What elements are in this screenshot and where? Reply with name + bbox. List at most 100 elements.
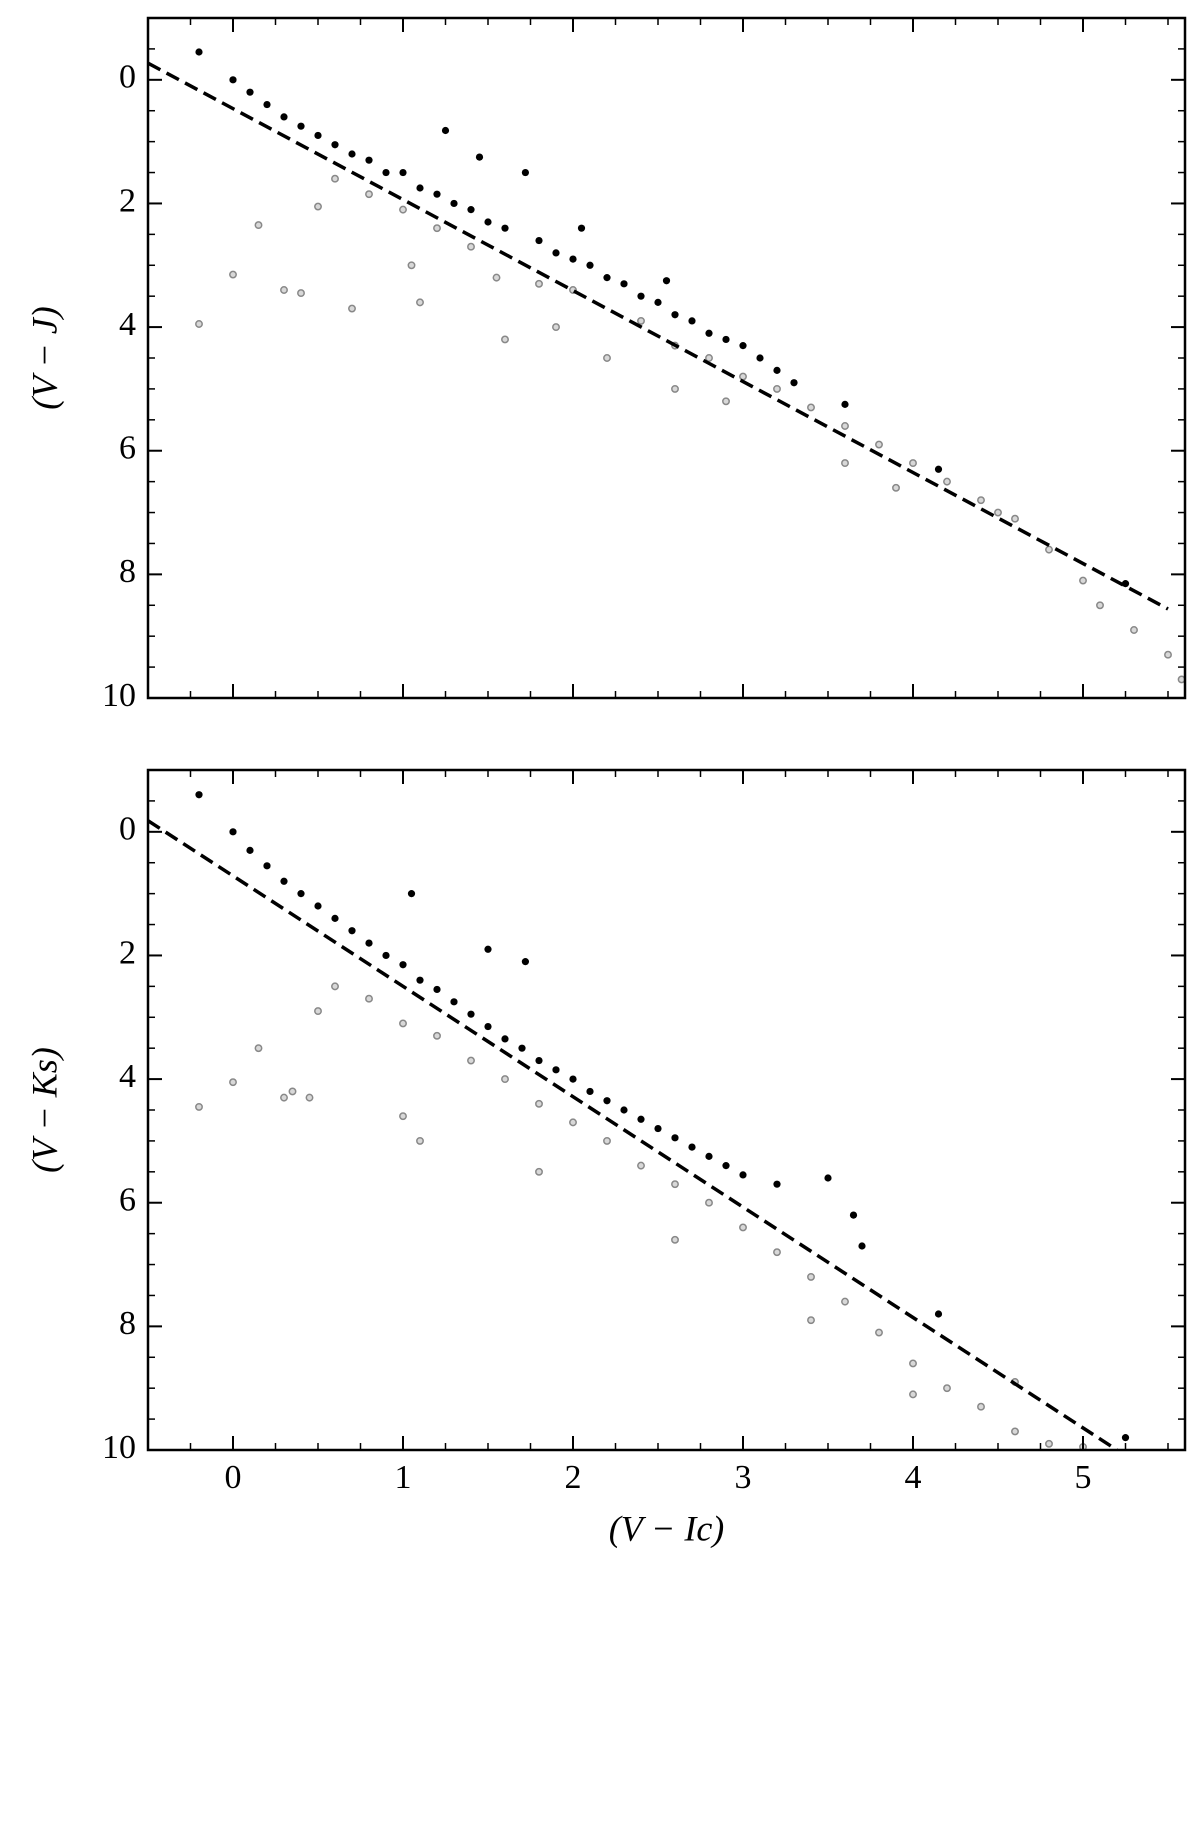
point <box>441 126 450 135</box>
point <box>521 168 530 177</box>
point <box>637 1161 645 1170</box>
point <box>535 236 543 245</box>
point <box>756 354 764 362</box>
point <box>722 397 730 406</box>
point <box>229 76 237 84</box>
point <box>705 354 713 362</box>
point <box>399 205 407 214</box>
point <box>671 1235 679 1244</box>
point <box>875 1328 883 1337</box>
point <box>416 184 424 192</box>
x-tick-label: 4 <box>905 1459 922 1496</box>
point <box>1045 545 1053 554</box>
point <box>841 459 849 468</box>
point <box>314 131 322 140</box>
point <box>518 1044 526 1052</box>
point <box>603 1097 611 1105</box>
point <box>662 277 671 285</box>
y-tick-label: 4 <box>119 306 136 343</box>
point <box>535 279 543 288</box>
point <box>521 958 530 966</box>
point <box>433 190 441 198</box>
point <box>671 1134 679 1142</box>
y-tick-label: 0 <box>119 59 136 96</box>
point <box>773 384 781 393</box>
point <box>773 1248 781 1257</box>
point <box>246 846 254 854</box>
y-tick-label: 4 <box>119 1058 136 1095</box>
y-tick-label: 10 <box>102 1429 136 1466</box>
point <box>365 190 373 199</box>
point <box>450 199 458 208</box>
point <box>382 168 390 177</box>
point <box>1079 576 1087 585</box>
point <box>1121 580 1130 588</box>
point <box>552 249 560 257</box>
point <box>807 1316 815 1325</box>
point <box>1130 626 1138 634</box>
point <box>603 274 611 282</box>
point <box>569 255 577 263</box>
y-tick-label: 2 <box>119 934 136 971</box>
point <box>586 261 594 269</box>
point <box>280 877 288 885</box>
y-tick-label: 2 <box>119 182 136 219</box>
point <box>773 366 781 374</box>
point <box>229 1078 237 1087</box>
point <box>407 261 416 270</box>
point <box>416 298 424 307</box>
point <box>467 1010 475 1018</box>
point <box>909 1390 917 1399</box>
point <box>254 221 263 230</box>
point <box>535 1099 543 1108</box>
plot-area <box>148 48 1185 684</box>
point <box>841 400 849 408</box>
point <box>1011 514 1019 523</box>
point <box>654 1124 662 1133</box>
x-axis-label: (V − Ic) <box>609 1508 725 1548</box>
point <box>331 174 339 183</box>
point <box>705 329 713 337</box>
point <box>637 292 645 300</box>
point <box>934 1310 943 1318</box>
point <box>365 994 373 1003</box>
point <box>195 1102 203 1111</box>
point <box>433 985 441 994</box>
point <box>569 1075 577 1083</box>
point <box>195 48 203 56</box>
y-axis-label: (V − J) <box>24 306 64 410</box>
point <box>297 890 305 898</box>
point <box>399 168 407 177</box>
point <box>399 961 407 969</box>
point <box>450 998 458 1006</box>
point <box>433 224 441 233</box>
point <box>875 440 883 449</box>
point <box>739 372 747 381</box>
point <box>331 141 339 149</box>
point <box>501 335 509 344</box>
point <box>654 298 662 306</box>
point <box>331 982 339 991</box>
point <box>909 459 917 468</box>
point <box>1096 601 1104 610</box>
point <box>637 316 645 325</box>
point <box>688 1143 696 1151</box>
point <box>492 273 501 282</box>
point <box>688 317 696 325</box>
point <box>288 1087 297 1096</box>
point <box>637 1115 645 1123</box>
point <box>841 1297 849 1306</box>
point <box>671 1180 679 1189</box>
y-tick-label: 6 <box>119 430 136 467</box>
point <box>943 477 951 486</box>
fit-line <box>148 61 1169 611</box>
y-tick-label: 8 <box>119 1305 136 1342</box>
point <box>603 354 611 362</box>
point <box>535 1056 543 1065</box>
point <box>246 88 254 96</box>
axes-frame <box>146 16 1187 700</box>
point <box>1164 650 1172 659</box>
point <box>297 122 305 130</box>
fit-line <box>148 819 1118 1450</box>
point <box>365 939 373 947</box>
